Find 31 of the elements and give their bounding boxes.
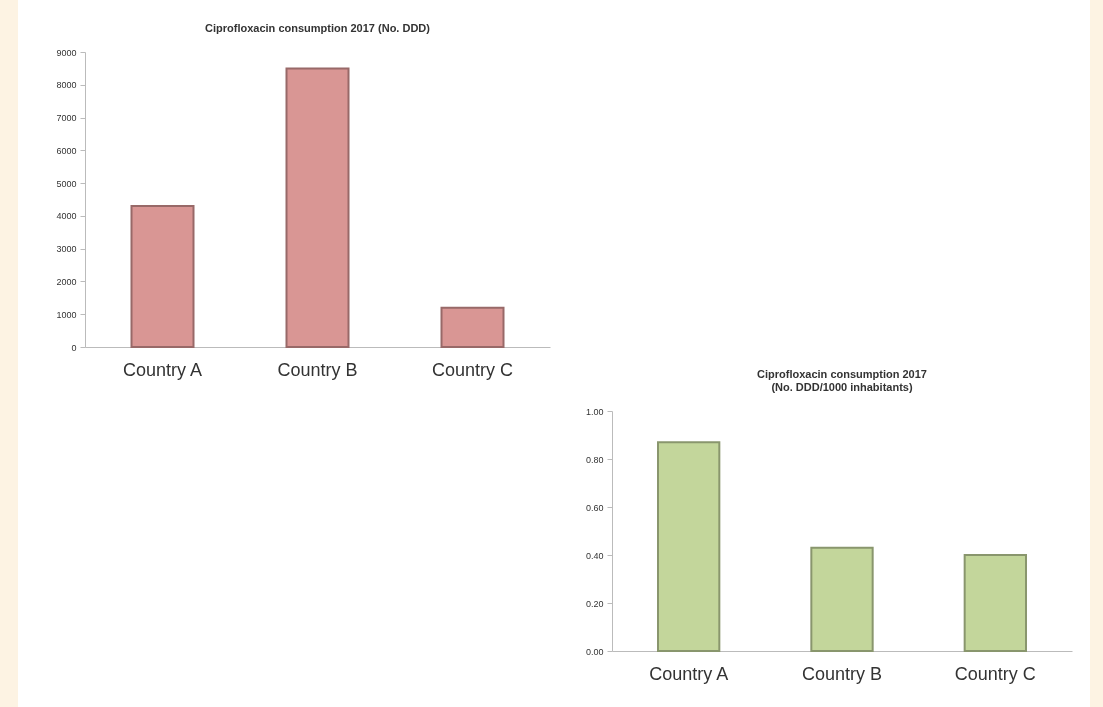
x-tick-label: Country A	[122, 359, 203, 380]
y-tick-label: 5000	[56, 178, 77, 189]
y-tick-label: 0.60	[585, 502, 604, 513]
x-tick-label: Country B	[277, 359, 358, 380]
y-tick-label: 0.20	[585, 598, 604, 609]
bar	[963, 554, 1027, 652]
y-tick-label: 8000	[56, 80, 77, 91]
y-tick-label: 9000	[56, 47, 77, 58]
chart-title: Ciprofloxacin consumption 2017 (No. DDD)	[205, 22, 431, 34]
chart-title: Ciprofloxacin consumption 2017	[757, 368, 927, 380]
x-tick-label: Country C	[431, 359, 514, 380]
bar	[657, 441, 721, 652]
y-tick-label: 4000	[56, 211, 77, 222]
y-tick-label: 1.00	[585, 406, 604, 417]
y-tick-label: 0.40	[585, 550, 604, 561]
y-tick-label: 3000	[56, 244, 77, 255]
bar	[285, 67, 350, 348]
x-tick-label: Country B	[801, 663, 883, 684]
y-tick-label: 7000	[56, 113, 77, 124]
bar	[130, 205, 195, 348]
y-tick-label: 2000	[56, 276, 77, 287]
x-tick-label: Country A	[649, 663, 729, 684]
y-tick-label: 1000	[56, 309, 77, 320]
chart-subtitle: (No. DDD/1000 inhabitants)	[771, 381, 913, 393]
y-tick-label: 0.00	[585, 646, 604, 657]
bar	[810, 546, 874, 652]
y-tick-label: 0	[71, 342, 77, 353]
y-tick-label: 0.80	[585, 454, 604, 465]
x-tick-label: Country C	[954, 663, 1036, 684]
bar	[440, 306, 505, 348]
y-tick-label: 6000	[56, 145, 77, 156]
